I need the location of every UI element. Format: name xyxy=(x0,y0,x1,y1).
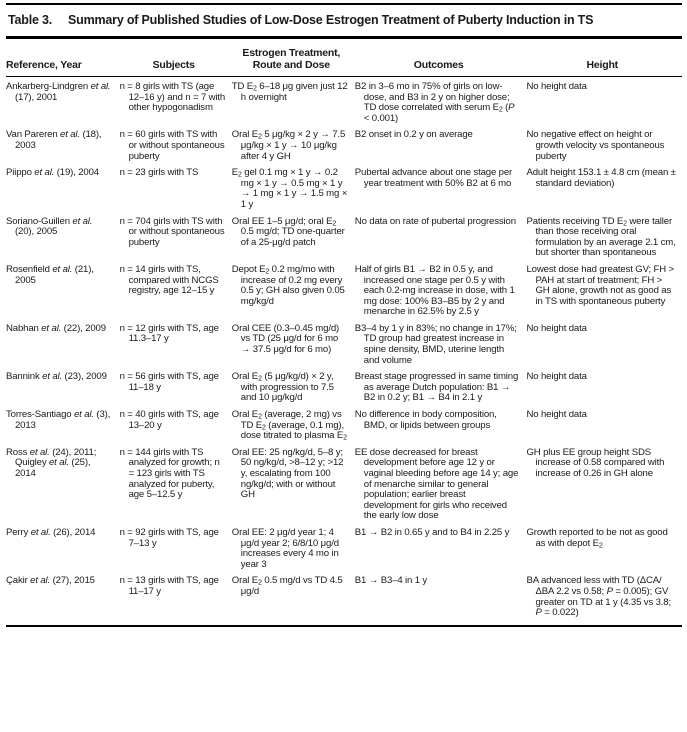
table-row: Soriano-Guillen et al. (20), 2005 n = 70… xyxy=(6,215,682,265)
cell-height: No height data xyxy=(526,81,587,92)
cell-outcomes: No data on rate of pubertal progression xyxy=(354,215,516,227)
cell-reference: Piippo et al. (19), 2004 xyxy=(6,167,99,179)
column-header-treatment: Estrogen Treatment, Route and Dose xyxy=(242,47,341,71)
table-bottom-rule xyxy=(6,624,682,627)
table-row: Van Pareren et al. (18), 2003 n = 60 gir… xyxy=(6,130,682,168)
column-header-outcomes: Outcomes xyxy=(413,58,464,71)
table-row: Rosenfield et al. (21), 2005 n = 14 girl… xyxy=(6,263,682,324)
table-row: Torres-Santiago et al. (3), 2013 n = 40 … xyxy=(6,409,682,448)
cell-treatment: Oral EE: 25 ng/kg/d, 5–8 y; 50 ng/kg/d, … xyxy=(231,446,344,501)
table-title-text: Summary of Published Studies of Low-Dose… xyxy=(68,13,594,27)
table-row: Perry et al. (26), 2014 n = 92 girls wit… xyxy=(6,526,682,576)
cell-height: No height data xyxy=(526,409,587,421)
cell-reference: Soriano-Guillen et al. (20), 2005 xyxy=(6,215,93,238)
cell-reference: Ankarberg-Lindgren et al. (17), 2001 xyxy=(6,81,111,103)
cell-reference: Perry et al. (26), 2014 xyxy=(6,526,96,538)
cell-treatment: Oral E2 (average, 2 mg) vs TD E2 (averag… xyxy=(231,409,347,442)
table-row: Piippo et al. (19), 2004 n = 23 girls wi… xyxy=(6,167,682,216)
cell-outcomes: B1 → B2 in 0.65 y and to B4 in 2.25 y xyxy=(354,526,510,538)
cell-treatment: Oral E2 (5 μg/kg/d) × 2 y, with progress… xyxy=(231,371,334,404)
cell-height: BA advanced less with TD (ΔCA/ΔBA 2.2 vs… xyxy=(526,575,672,619)
cell-treatment: Oral E2 5 μg/kg × 2 y → 7.5 μg/kg × 1 y … xyxy=(231,129,346,162)
header-row: Reference, Year Subjects Estrogen Treatm… xyxy=(6,39,682,77)
cell-height: Patients receiving TD E2 were taller tha… xyxy=(526,215,676,259)
cell-outcomes: Breast stage progressed in same timing a… xyxy=(354,371,519,404)
cell-treatment: Depot E2 0.2 mg/mo with increase of 0.2 … xyxy=(231,263,345,307)
cell-reference: Çakir et al. (27), 2015 xyxy=(6,575,95,587)
cell-outcomes: EE dose decreased for breast development… xyxy=(354,446,519,522)
summary-table: Reference, Year Subjects Estrogen Treatm… xyxy=(6,39,682,625)
cell-subjects: n = 13 girls with TS, age 11–17 y xyxy=(119,575,219,597)
cell-height: No height data xyxy=(526,371,587,383)
table-row: Ankarberg-Lindgren et al. (17), 2001 n =… xyxy=(6,77,682,131)
cell-treatment: Oral EE: 2 μg/d year 1; 4 μg/d year 2; 6… xyxy=(231,526,339,570)
cell-outcomes: B2 in 3–6 mo in 75% of girls on low-dose… xyxy=(354,81,515,124)
cell-height: GH plus EE group height SDS increase of … xyxy=(526,446,665,479)
cell-subjects: n = 144 girls with TS analyzed for growt… xyxy=(119,446,220,501)
cell-subjects: n = 704 girls with TS with or without sp… xyxy=(119,215,225,248)
cell-reference: Rosenfield et al. (21), 2005 xyxy=(6,263,94,286)
cell-height: Growth reported to be not as good as wit… xyxy=(526,526,668,550)
cell-outcomes: No difference in body composition, BMD, … xyxy=(354,409,497,431)
cell-subjects: n = 14 girls with TS, compared with NCGS… xyxy=(119,263,219,297)
cell-outcomes: B1 → B3–4 in 1 y xyxy=(354,575,428,587)
table-number: Table 3. xyxy=(8,13,53,27)
column-header-reference: Reference, Year xyxy=(6,58,82,71)
cell-reference: Van Pareren et al. (18), 2003 xyxy=(6,129,102,151)
cell-reference: Ross et al. (24), 2011; Quigley et al. (… xyxy=(6,446,97,479)
cell-height: No height data xyxy=(526,322,587,334)
cell-outcomes: Pubertal advance about one stage per yea… xyxy=(354,167,513,189)
cell-outcomes: B3–4 by 1 y in 83%; no change in 17%; TD… xyxy=(354,322,517,366)
cell-reference: Torres-Santiago et al. (3), 2013 xyxy=(6,409,111,431)
document-page: Table 3. Summary of Published Studies of … xyxy=(6,3,682,627)
table-body: Ankarberg-Lindgren et al. (17), 2001 n =… xyxy=(6,77,682,625)
cell-reference: Nabhan et al. (22), 2009 xyxy=(6,322,106,334)
column-header-subjects: Subjects xyxy=(152,58,195,71)
cell-height: Adult height 153.1 ± 4.8 cm (mean ± stan… xyxy=(526,167,676,189)
cell-subjects: n = 12 girls with TS, age 11.3–17 y xyxy=(119,322,219,345)
table-row: Çakir et al. (27), 2015 n = 13 girls wit… xyxy=(6,575,682,624)
table-row: Nabhan et al. (22), 2009 n = 12 girls wi… xyxy=(6,322,682,372)
cell-treatment: TD E2 6–18 μg given just 12 h overnight xyxy=(231,81,348,103)
cell-treatment: Oral CEE (0.3–0.45 mg/d) vs TD (25 μg/d … xyxy=(231,322,340,356)
cell-treatment: E2 gel 0.1 mg × 1 y → 0.2 mg × 1 y → 0.5… xyxy=(231,167,348,210)
cell-subjects: n = 56 girls with TS, age 11–18 y xyxy=(119,371,219,393)
cell-outcomes: Half of girls B1 → B2 in 0.5 y, and incr… xyxy=(354,263,515,318)
cell-treatment: Oral EE 1–5 μg/d; oral E2 0.5 mg/d; TD o… xyxy=(231,215,345,248)
cell-subjects: n = 92 girls with TS, age 7–13 y xyxy=(119,526,219,549)
column-header-height: Height xyxy=(586,58,619,71)
cell-subjects: n = 40 girls with TS, age 13–20 y xyxy=(119,409,219,431)
table-row: Ross et al. (24), 2011; Quigley et al. (… xyxy=(6,446,682,528)
cell-subjects: n = 60 girls with TS with or without spo… xyxy=(119,129,225,162)
table-title: Table 3. Summary of Published Studies of … xyxy=(6,3,682,39)
cell-outcomes: B2 onset in 0.2 y on average xyxy=(354,129,473,141)
cell-subjects: n = 8 girls with TS (age 12–16 y) and n … xyxy=(119,81,226,114)
cell-height: Lowest dose had greatest GV; FH > PAH at… xyxy=(526,263,675,307)
cell-height: No negative effect on height or growth v… xyxy=(526,129,665,162)
cell-treatment: Oral E2 0.5 mg/d vs TD 4.5 μg/d xyxy=(231,575,343,597)
cell-reference: Bannink et al. (23), 2009 xyxy=(6,371,107,383)
table-row: Bannink et al. (23), 2009 n = 56 girls w… xyxy=(6,371,682,410)
cell-subjects: n = 23 girls with TS xyxy=(119,167,199,179)
